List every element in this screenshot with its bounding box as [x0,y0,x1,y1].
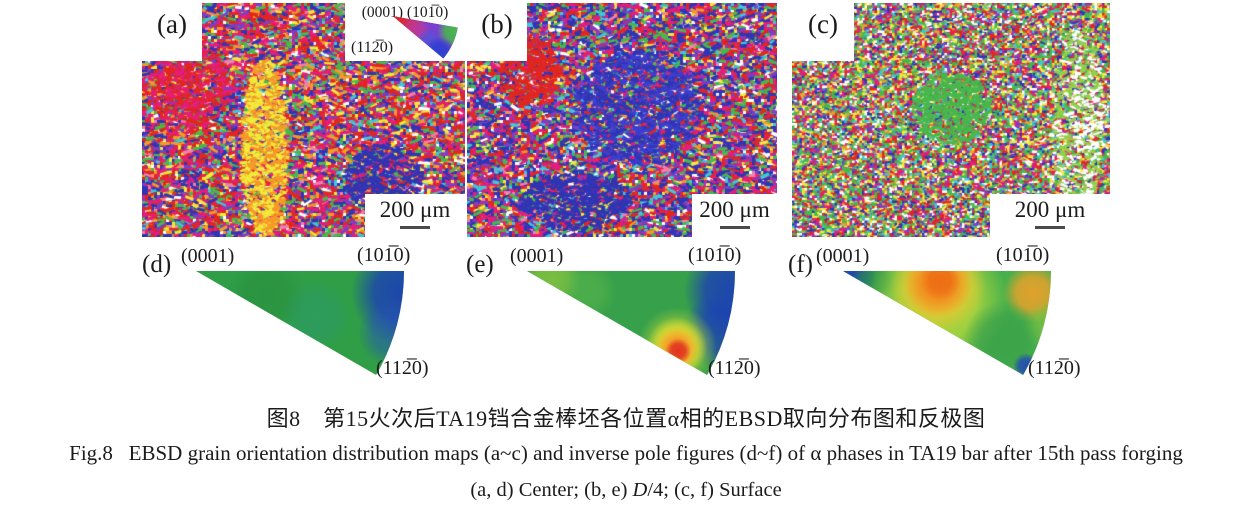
ebsd-panel-c: (c) 200 μm [792,3,1110,240]
panel-b-labelbox: (b) [467,3,527,61]
panel-a-labelbox: (a) [142,3,202,61]
caption-loc-part1: (a, d) Center; (b, e) [470,479,633,501]
ipf-e-wedge [527,271,735,375]
ipf-d-vertex-1120: (112̅0) [376,357,429,379]
ipf-e-vertex-0001: (0001) [510,245,564,267]
panel-c-label: (c) [808,9,838,39]
panel-c-labelbox: (c) [792,3,854,61]
legend-top-labels: (0001) (101̅0) [361,4,449,21]
ipf-d-vertex-1010: (101̅0) [357,244,411,266]
caption-locations: (a, d) Center; (b, e) D/4; (c, f) Surfac… [0,479,1252,502]
ipf-d-vertex-0001: (0001) [181,245,235,267]
scalebar-b-text: 200 μm [699,197,770,222]
ebsd-panel-b: (b) 200 μm [467,3,777,240]
scalebar-c-line [1035,226,1065,230]
ipf-d-wedge [196,271,404,375]
ipf-d-label: (d) [142,251,172,278]
ipf-e-vertex-1010: (101̅0) [688,244,742,266]
legend-color-wedge-icon [387,16,458,60]
caption-english: Fig.8 EBSD grain orientation distributio… [69,441,1183,465]
panel-b-label: (b) [481,9,513,39]
ipf-f-vertex-1120: (112̅0) [1028,357,1081,379]
caption-loc-part2-italic-D: D [632,479,648,501]
scalebar-a-line [400,226,430,230]
ipf-f-wedge [843,271,1051,375]
ipf-e-vertex-1120: (112̅0) [708,357,761,379]
ipf-f-vertex-0001: (0001) [816,245,870,267]
caption-chinese: 图8 第15火次后TA19铛合金棒坯各位置α相的EBSD取向分布图和反极图 [266,406,986,431]
ipf-f-label: (f) [788,251,813,278]
ipf-color-legend: (0001) (101̅0) (112̅0) [345,3,465,61]
panel-a-label: (a) [157,9,187,39]
scalebar-b: 200 μm [692,194,777,240]
scalebar-b-line [719,226,750,230]
caption-loc-part3: /4; (c, f) Surface [647,479,782,501]
scalebar-a: 200 μm [365,194,465,240]
scalebar-c-text: 200 μm [1014,197,1086,222]
scalebar-a-text: 200 μm [379,197,451,222]
ebsd-panel-a: (a) (0001) (101̅0) (112̅0) 200 μm [142,3,465,240]
ipf-f-vertex-1010: (101̅0) [996,244,1050,266]
ipf-e-label: (e) [466,251,494,278]
legend-bottom-label: (112̅0) [351,39,394,56]
scalebar-c: 200 μm [990,194,1110,240]
